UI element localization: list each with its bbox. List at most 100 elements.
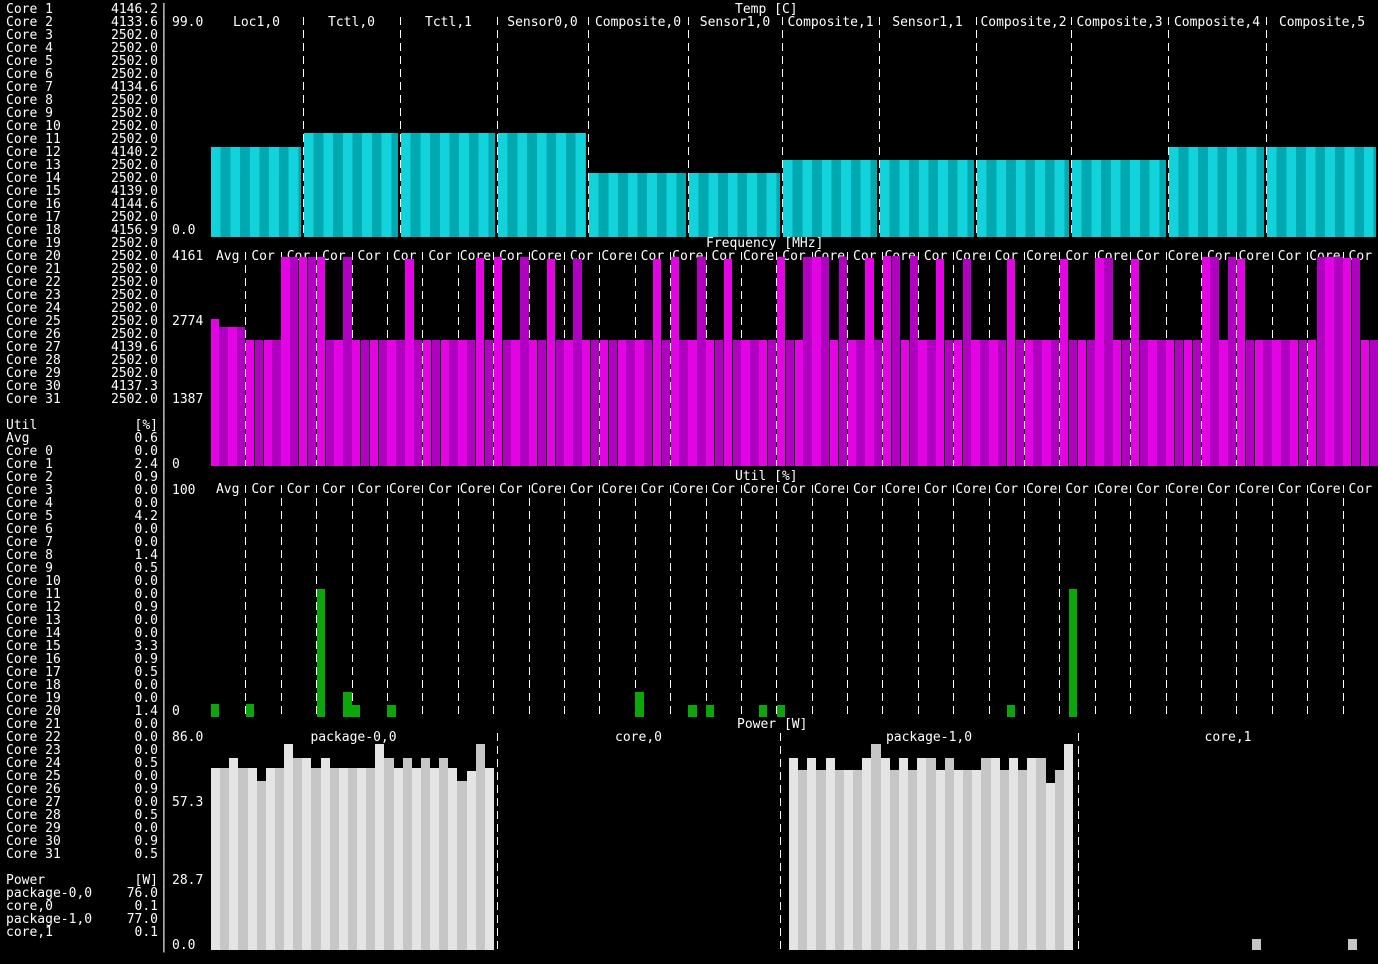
freq-row: Core 22 2502.0 | bbox=[0, 276, 168, 289]
freq-row-label: Core 24 bbox=[6, 301, 61, 316]
freq-bar-stripe bbox=[1201, 257, 1210, 466]
util-column-divider bbox=[1201, 485, 1203, 717]
freq-bar-stripe bbox=[1077, 339, 1086, 466]
freq-bar-stripe bbox=[582, 339, 591, 466]
util-row-value: 4.2 bbox=[134, 509, 158, 524]
power-bar-stripe-package0 bbox=[229, 757, 239, 950]
panel-separator-pipe: | bbox=[160, 41, 168, 56]
util-row-label: Core 27 bbox=[6, 795, 61, 810]
util-column-label: Core bbox=[1096, 483, 1129, 496]
util-column-label: Cor bbox=[853, 483, 877, 496]
freq-column-label: Core bbox=[601, 250, 633, 263]
util-row-label: Core 4 bbox=[6, 496, 53, 511]
freq-bar-stripe bbox=[944, 339, 954, 466]
panel-separator-pipe: | bbox=[160, 795, 168, 810]
freq-bar-stripe bbox=[759, 339, 768, 466]
freq-bar-stripe bbox=[1095, 258, 1104, 466]
power-bar-stripe-package1 bbox=[1018, 770, 1028, 950]
freq-bar-stripe bbox=[1015, 339, 1025, 466]
util-column-label: Cor bbox=[322, 483, 346, 496]
freq-bar-stripe bbox=[369, 339, 379, 466]
freq-bar-stripe bbox=[644, 339, 653, 466]
util-row: Core 17 0.5 | bbox=[0, 666, 168, 679]
panel-separator-pipe: | bbox=[160, 405, 168, 420]
freq-row-value: 2502.0 bbox=[111, 327, 158, 342]
freq-row-value: 4156.9 bbox=[111, 223, 158, 238]
freq-row-label: Core 7 bbox=[6, 80, 53, 95]
util-row-label: Core 0 bbox=[6, 444, 53, 459]
util-row: Core 24 0.5 | bbox=[0, 757, 168, 770]
freq-bar-stripe bbox=[617, 339, 626, 466]
freq-bar-stripe bbox=[803, 257, 812, 466]
freq-row-label: Core 14 bbox=[6, 171, 61, 186]
freq-bar-stripe bbox=[1272, 339, 1281, 466]
util-row-label: Core 24 bbox=[6, 756, 61, 771]
util-row-value: 0.5 bbox=[134, 808, 158, 823]
power-bar-stripe-package0 bbox=[466, 771, 476, 950]
util-column-divider bbox=[1342, 485, 1344, 717]
panel-separator-pipe: | bbox=[160, 808, 168, 823]
util-row-label: Core 20 bbox=[6, 704, 61, 719]
util-section-header-value: [%] bbox=[134, 418, 158, 433]
panel-separator-pipe: | bbox=[160, 899, 168, 914]
power-bar-stripe-package1 bbox=[981, 757, 991, 950]
freq-row-label: Core 12 bbox=[6, 145, 61, 160]
util-column-divider bbox=[847, 485, 849, 717]
freq-column-label: Cor bbox=[428, 250, 452, 263]
freq-row-value: 4144.6 bbox=[111, 197, 158, 212]
panel-separator-pipe: | bbox=[160, 522, 168, 537]
freq-row-label: Core 28 bbox=[6, 353, 61, 368]
freq-row: Core 23 2502.0 | bbox=[0, 289, 168, 302]
power-bar-stripe-package0 bbox=[357, 767, 367, 950]
temp-column-divider bbox=[1071, 17, 1072, 237]
freq-row-label: Core 27 bbox=[6, 340, 61, 355]
util-row: Core 7 0.0 | bbox=[0, 536, 168, 549]
util-row: Core 27 0.0 | bbox=[0, 796, 168, 809]
freq-bar-stripe bbox=[980, 339, 989, 466]
freq-row-value: 2502.0 bbox=[111, 132, 158, 147]
util-row: Core 25 0.0 | bbox=[0, 770, 168, 783]
util-row-value: 0.9 bbox=[134, 834, 158, 849]
freq-axis-label: 2774 bbox=[172, 314, 204, 329]
util-bar bbox=[776, 705, 786, 717]
freq-row: Core 29 2502.0 | bbox=[0, 367, 168, 380]
panel-separator-pipe: | bbox=[160, 665, 168, 680]
panel-separator-pipe: | bbox=[160, 132, 168, 147]
util-row: Core 21 0.0 | bbox=[0, 718, 168, 731]
freq-row-label: Core 11 bbox=[6, 132, 61, 147]
temp-column-label: Tctl,0 bbox=[328, 16, 375, 29]
power-bar-stripe-package0 bbox=[274, 767, 285, 950]
freq-bar-stripe bbox=[458, 339, 467, 466]
freq-bar-stripe bbox=[998, 339, 1007, 466]
temp-bar bbox=[1072, 159, 1166, 237]
temp-bar bbox=[880, 159, 974, 237]
panel-separator-pipe: | bbox=[160, 574, 168, 589]
temp-column-divider bbox=[400, 17, 401, 237]
freq-bar-stripe bbox=[936, 258, 945, 466]
freq-row-label: Core 25 bbox=[6, 314, 61, 329]
util-column-divider bbox=[811, 485, 813, 717]
freq-bar-stripe bbox=[1245, 339, 1255, 466]
util-column-divider bbox=[705, 485, 707, 717]
util-row: Core 4 0.0 | bbox=[0, 497, 168, 510]
util-row-label: Core 19 bbox=[6, 691, 61, 706]
freq-row-value: 2502.0 bbox=[111, 236, 158, 251]
panel-separator-pipe: | bbox=[160, 275, 168, 290]
util-bar bbox=[759, 705, 768, 717]
freq-bar-stripe bbox=[962, 258, 971, 466]
panel-separator-pipe: | bbox=[160, 353, 168, 368]
util-column-divider bbox=[1165, 485, 1167, 717]
panel-separator-pipe: | bbox=[160, 80, 168, 95]
freq-bar-stripe bbox=[1254, 339, 1263, 466]
util-column-label: Cor bbox=[357, 483, 381, 496]
power-bar-core1 bbox=[1252, 938, 1261, 950]
panel-separator-pipe: | bbox=[160, 860, 168, 875]
freq-bar-stripe bbox=[307, 256, 317, 466]
freq-bar-stripe bbox=[626, 339, 635, 466]
freq-row: Core 30 4137.3 | bbox=[0, 380, 168, 393]
util-column-label: Cor bbox=[1136, 483, 1160, 496]
temp-bar bbox=[401, 132, 495, 237]
freq-row: Core 20 2502.0 | bbox=[0, 250, 168, 263]
freq-row-value: 2502.0 bbox=[111, 28, 158, 43]
freq-bar-stripe bbox=[1166, 339, 1175, 466]
